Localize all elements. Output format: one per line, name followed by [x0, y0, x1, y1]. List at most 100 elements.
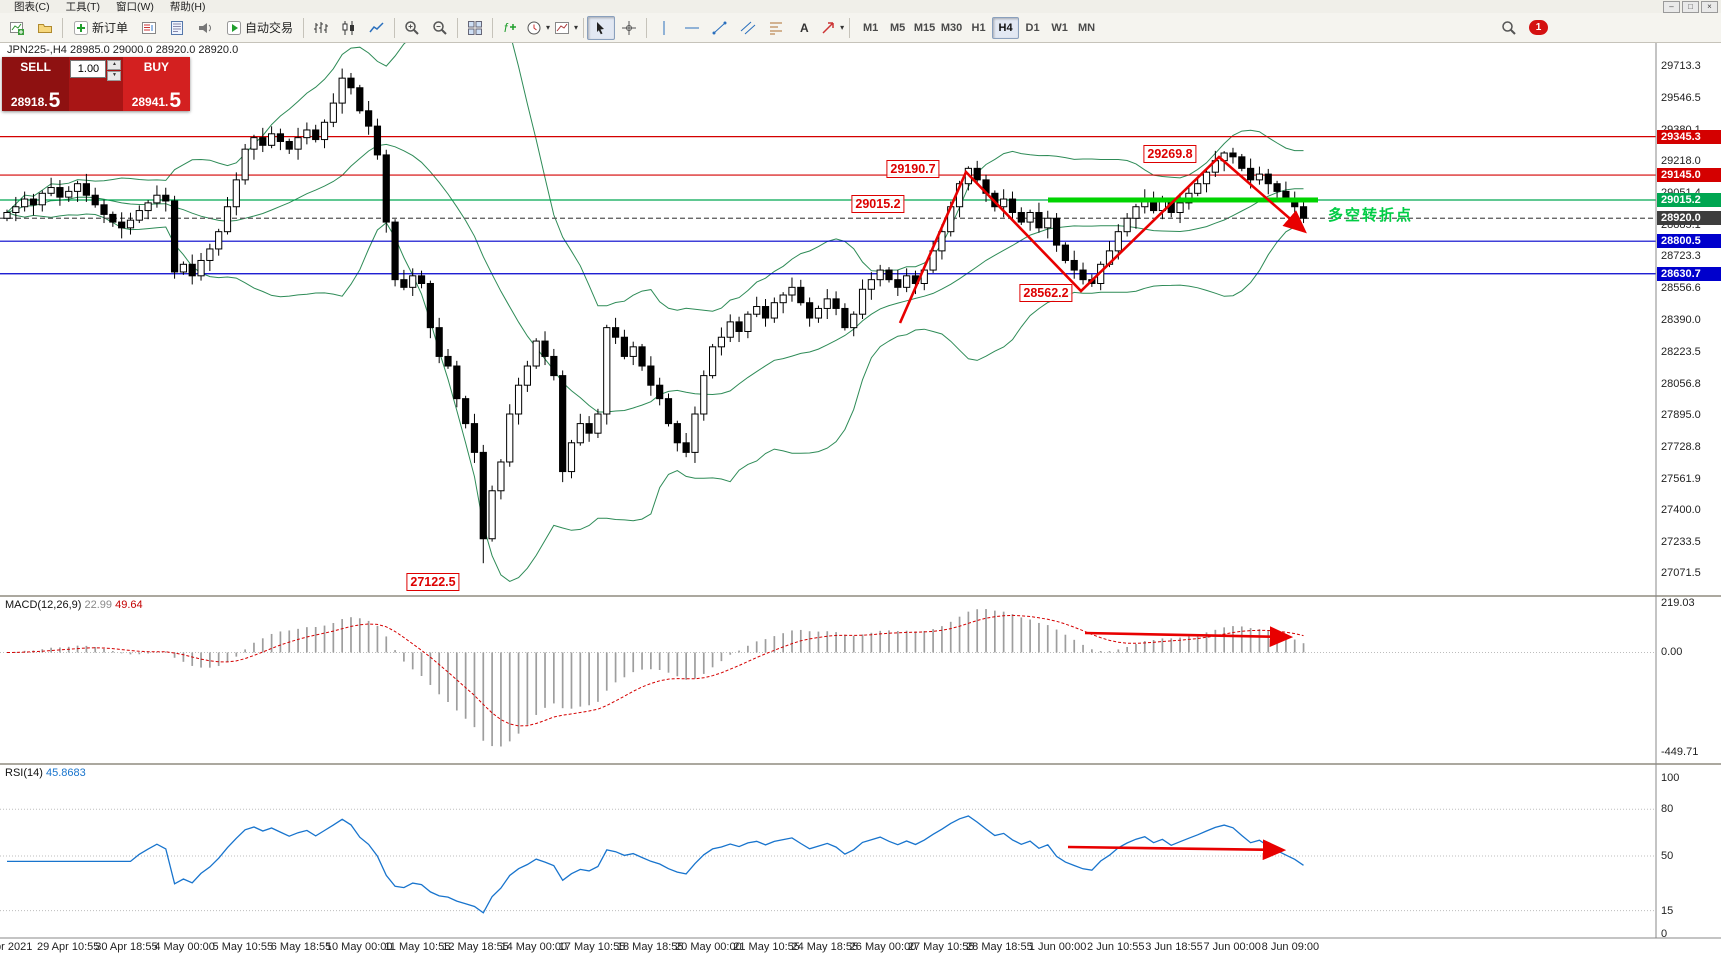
volume-spinner: ▲ ▼ — [107, 60, 122, 111]
ask-price: 28941. 5 — [131, 89, 182, 112]
timeframe-bar: M1 M5 M15 M30 H1 H4 D1 W1 MN — [857, 16, 1100, 39]
line-chart-button[interactable] — [363, 16, 391, 40]
rsi-label: RSI(14) 45.8683 — [5, 767, 86, 779]
window-controls: – □ × — [1663, 0, 1721, 13]
timeframe-MN[interactable]: MN — [1078, 21, 1096, 34]
auto-trading-label: 自动交易 — [245, 21, 294, 35]
text-icon: A — [800, 21, 809, 35]
bar-chart-button[interactable] — [307, 16, 335, 40]
timeframe-D1[interactable]: D1 — [1025, 21, 1040, 34]
templates-button[interactable]: ▾ — [552, 16, 580, 40]
new-order-label: 新订单 — [92, 21, 129, 35]
indicators-button[interactable]: f — [496, 16, 524, 40]
volume-down-button[interactable]: ▼ — [107, 71, 122, 81]
chart-info-line: JPN225-,H4 28985.0 29000.0 28920.0 28920… — [7, 44, 239, 56]
toolbar-separator — [457, 17, 459, 38]
restore-button[interactable]: □ — [1682, 0, 1699, 13]
toolbar-separator — [394, 17, 396, 38]
new-order-icon — [74, 20, 88, 35]
market-watch-icon — [142, 21, 157, 34]
fibonacci-icon — [770, 22, 783, 34]
new-order-button[interactable]: 新订单 — [66, 16, 135, 40]
candlestick-chart-button[interactable] — [335, 16, 363, 40]
text-tool-button[interactable]: A — [790, 16, 818, 40]
toolbar-separator — [62, 17, 63, 38]
trendline-button[interactable] — [706, 16, 734, 40]
speaker-icon — [199, 22, 212, 33]
vertical-line-button[interactable] — [650, 16, 678, 40]
trendline-icon — [712, 21, 727, 34]
bid-price: 28918. 5 — [10, 89, 61, 112]
clock-icon — [527, 21, 541, 34]
timeframe-W1[interactable]: W1 — [1051, 21, 1068, 34]
new-chart-button[interactable] — [3, 16, 31, 40]
toolbar-separator — [583, 17, 585, 38]
auto-trading-icon — [227, 20, 242, 35]
fibonacci-button[interactable] — [762, 16, 790, 40]
arrow-icon — [822, 21, 834, 34]
svg-text:A: A — [800, 21, 809, 35]
arrows-tool-button[interactable]: ▾ — [818, 16, 846, 40]
volume-input[interactable] — [70, 60, 107, 78]
zoom-out-button[interactable] — [426, 16, 454, 40]
zoom-in-icon — [405, 20, 419, 35]
new-chart-icon — [10, 21, 24, 35]
timeframe-H1[interactable]: H1 — [971, 21, 986, 34]
toolbar: 新订单 自动交易 f ▾ ▾ — [0, 13, 1721, 43]
market-watch-button[interactable] — [135, 16, 163, 40]
timeframe-M30[interactable]: M30 — [940, 21, 963, 34]
zoom-in-button[interactable] — [398, 16, 426, 40]
search-button[interactable] — [1495, 16, 1523, 40]
profiles-button[interactable] — [31, 16, 59, 40]
cursor-button[interactable] — [587, 15, 616, 40]
menu-item[interactable]: 窗口(W) — [116, 1, 154, 13]
indicators-icon: f — [504, 21, 517, 35]
tile-windows-button[interactable] — [461, 16, 489, 40]
data-window-button[interactable] — [163, 16, 191, 40]
menu-item[interactable]: 工具(T) — [65, 1, 100, 13]
volume-up-button[interactable]: ▲ — [107, 60, 122, 70]
search-icon — [1502, 20, 1516, 35]
notification-badge[interactable]: 1 — [1529, 20, 1548, 35]
tile-windows-icon — [468, 20, 483, 35]
buy-label: BUY — [143, 60, 170, 74]
channel-button[interactable] — [734, 16, 762, 40]
menu-bar: 图表(C) 工具(T) 窗口(W) 帮助(H) – □ × — [0, 0, 1721, 13]
ohlc-bars-icon — [314, 21, 329, 33]
vertical-line-icon — [663, 20, 665, 35]
close-button[interactable]: × — [1701, 0, 1718, 13]
menu-items: 图表(C) 工具(T) 窗口(W) 帮助(H) — [6, 0, 213, 14]
menu-item[interactable]: 图表(C) — [14, 1, 50, 13]
timeframe-M15[interactable]: M15 — [913, 21, 936, 34]
chevron-down-icon: ▾ — [546, 23, 551, 32]
timeframe-M5[interactable]: M5 — [889, 21, 906, 34]
crosshair-icon — [622, 20, 637, 35]
buy-button[interactable]: BUY 28941. 5 — [122, 57, 190, 112]
one-click-trading-panel: SELL 28918.5 ▲ ▼ BUY 28941.5 — [2, 57, 190, 111]
toolbar-separator — [492, 17, 494, 38]
macd-label: MACD(12,26,9) 22.99 49.64 — [5, 599, 143, 611]
cursor-icon — [597, 21, 605, 34]
line-chart-icon — [369, 21, 384, 32]
sell-button[interactable]: SELL 28918. 5 — [2, 57, 70, 112]
horizontal-line-button[interactable] — [678, 16, 706, 40]
horizontal-line-icon — [685, 27, 700, 28]
sound-button[interactable] — [191, 16, 219, 40]
folder-icon — [38, 23, 52, 33]
volume-box: ▲ ▼ — [69, 57, 123, 111]
minimize-button[interactable]: – — [1663, 0, 1680, 13]
crosshair-button[interactable] — [615, 16, 643, 40]
toolbar-separator — [303, 17, 305, 38]
auto-trading-button[interactable]: 自动交易 — [219, 16, 300, 40]
template-icon — [555, 21, 570, 34]
toolbar-separator — [849, 17, 851, 38]
timeframe-M1[interactable]: M1 — [862, 21, 879, 34]
data-window-icon — [171, 20, 184, 35]
svg-text:f: f — [504, 21, 509, 35]
periods-button[interactable]: ▾ — [524, 16, 552, 40]
channel-icon — [740, 21, 756, 34]
menu-item[interactable]: 帮助(H) — [169, 1, 206, 13]
timeframe-H4[interactable]: H4 — [992, 16, 1020, 39]
candlestick-icon — [342, 20, 355, 35]
